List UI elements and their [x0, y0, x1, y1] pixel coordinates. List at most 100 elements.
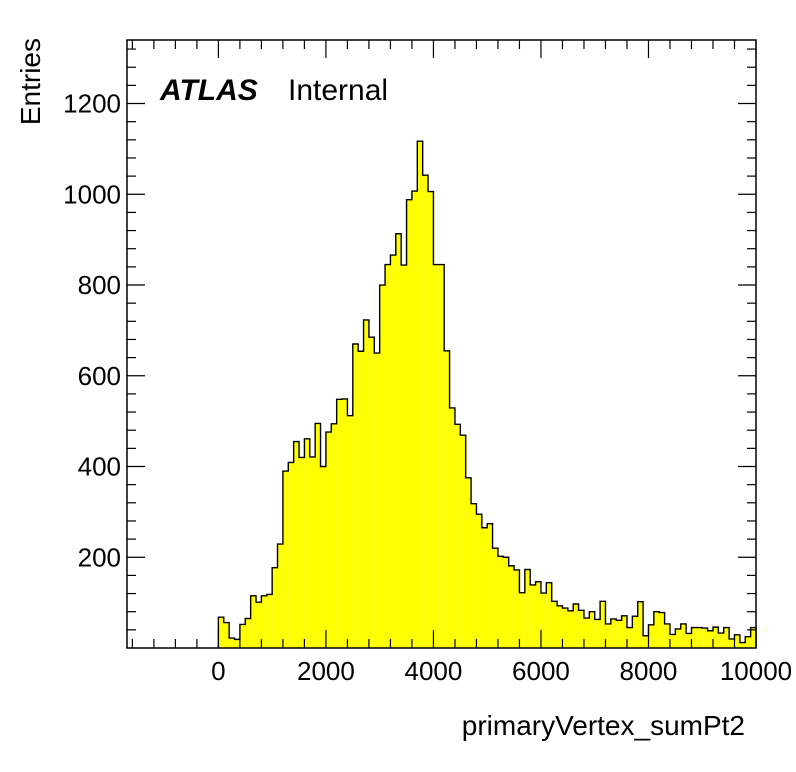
histogram-bin	[245, 618, 251, 648]
histogram-bars	[217, 140, 757, 649]
histogram-bin	[546, 582, 552, 648]
histogram-bin	[320, 466, 326, 648]
histogram-bin	[239, 624, 246, 648]
y-tick-label: 1200	[63, 89, 121, 119]
histogram-bin	[626, 627, 633, 648]
histogram-bin	[282, 471, 289, 648]
histogram-bin	[358, 351, 364, 648]
histogram-bin	[390, 255, 396, 648]
histogram-bin	[686, 633, 692, 648]
y-tick-label: 1000	[63, 179, 121, 209]
histogram-bin	[557, 605, 563, 648]
histogram-bin	[385, 264, 391, 648]
histogram-bin	[750, 627, 756, 648]
histogram-bin	[562, 608, 568, 648]
histogram-bin	[288, 462, 294, 648]
histogram-bin	[524, 569, 531, 648]
histogram-bin	[653, 611, 660, 648]
histogram-bin	[331, 423, 337, 648]
x-tick-label: 10000	[720, 656, 792, 686]
histogram-bin	[336, 399, 343, 648]
histogram-bin	[632, 616, 638, 648]
histogram-bin	[508, 565, 515, 648]
histogram-bin	[379, 285, 386, 648]
x-tick-label: 8000	[620, 656, 678, 686]
y-tick-label: 600	[78, 361, 121, 391]
histogram-bin	[605, 623, 611, 648]
histogram-bin	[600, 601, 606, 648]
axis-ticks	[127, 40, 757, 648]
x-tick-label: 6000	[512, 656, 570, 686]
histogram-bin	[680, 623, 687, 648]
histogram-bin	[460, 435, 466, 648]
histogram-bin	[739, 642, 746, 648]
histogram-bin	[643, 635, 649, 648]
histogram-bin	[223, 622, 230, 648]
histogram-bin	[723, 627, 730, 648]
histogram-bin	[465, 477, 472, 648]
histogram-bin	[551, 601, 558, 648]
histogram-bin	[664, 623, 670, 648]
histogram-bin	[449, 407, 455, 648]
histogram-bin	[669, 634, 676, 648]
histogram-bin	[315, 423, 321, 648]
tick-labels: 0 2000 4000 6000 8000 10000 200 400 600 800 1000 12…	[63, 89, 792, 686]
histogram-bin	[256, 602, 262, 648]
histogram-bin	[519, 592, 525, 648]
histogram-bin	[503, 557, 509, 648]
histogram-bin	[261, 595, 267, 648]
x-tick-label: 0	[211, 656, 225, 686]
x-tick-label: 2000	[297, 656, 355, 686]
atlas-status-label: Internal	[288, 74, 388, 107]
histogram-bin	[250, 595, 257, 648]
histogram-bin	[637, 601, 644, 648]
histogram-bin	[272, 567, 278, 648]
histogram-bin	[368, 337, 375, 648]
histogram-bin	[309, 456, 316, 648]
histogram-bin	[438, 264, 445, 648]
histogram-bin	[589, 611, 595, 648]
histogram-bin	[745, 636, 751, 648]
histogram-bin	[401, 265, 407, 648]
histogram-bin	[573, 603, 579, 648]
histogram-bin	[444, 350, 450, 648]
y-axis-title: Entries	[15, 38, 46, 125]
histogram-bin	[729, 638, 735, 648]
histogram-bin	[702, 628, 708, 648]
histogram-bin	[497, 556, 504, 648]
histogram-bin	[540, 593, 547, 648]
histogram-bin	[422, 175, 429, 648]
histogram-bin	[234, 639, 240, 648]
histogram-bin	[471, 503, 477, 648]
histogram-bin	[476, 514, 482, 648]
histogram-bin	[718, 633, 724, 648]
histogram-bin	[535, 581, 541, 648]
histogram-bin	[395, 233, 402, 648]
histogram-bin	[277, 544, 283, 648]
y-tick-label: 400	[78, 452, 121, 482]
histogram-bin	[487, 523, 493, 648]
histogram-bin	[616, 620, 622, 648]
histogram-bin	[707, 630, 713, 648]
atlas-label: ATLAS	[159, 74, 258, 107]
histogram-bin	[293, 441, 300, 648]
histogram-bin	[406, 199, 412, 648]
histogram-bin	[675, 628, 681, 648]
histogram-bin	[266, 594, 273, 648]
histogram-bin	[229, 638, 235, 648]
x-tick-label: 4000	[405, 656, 463, 686]
histogram-bin	[481, 527, 488, 648]
histogram-bin	[342, 398, 348, 648]
histogram-bin	[691, 627, 697, 648]
histogram-bin	[374, 353, 380, 648]
x-axis-title: primaryVertex_sumPt2	[462, 710, 745, 741]
histogram-bin	[218, 617, 224, 648]
histogram-bin	[578, 610, 584, 648]
histogram-bin	[712, 627, 719, 648]
histogram-bin	[454, 424, 461, 648]
histogram-bin	[363, 319, 369, 648]
histogram-bin	[352, 344, 359, 648]
histogram-bin	[659, 612, 665, 648]
histogram-bin	[325, 432, 332, 648]
